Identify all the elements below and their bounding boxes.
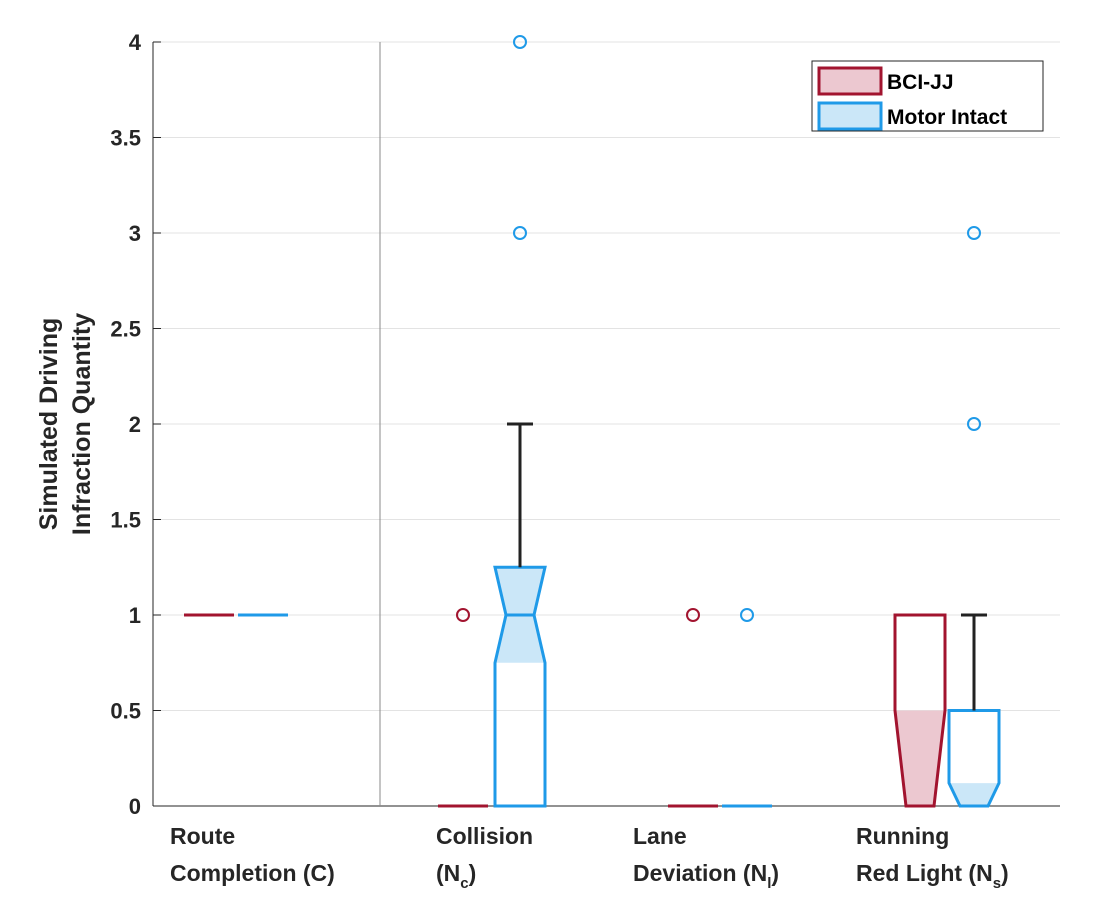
category-label-line2: Completion (C) bbox=[170, 860, 335, 886]
grid-layer bbox=[153, 41, 1060, 711]
y-tick-label: 3 bbox=[129, 221, 141, 246]
legend-entry-label: Motor Intact bbox=[887, 106, 1007, 129]
box-layer bbox=[184, 35, 1001, 808]
box-bci-jj-1 bbox=[438, 608, 488, 808]
label-layer: 0 0.5 1 1.5 2 2.5 3 3.5 4 Simulated Driving Infrac… bbox=[35, 30, 1009, 892]
outlier-point bbox=[740, 608, 754, 622]
box-motor-intact-1 bbox=[493, 35, 547, 808]
box-notch-fill bbox=[895, 710, 945, 806]
category-label-line1: Collision bbox=[436, 823, 533, 849]
category-label-line2: Deviation (Nl) bbox=[633, 860, 779, 892]
y-tick-label: 1 bbox=[129, 603, 141, 628]
y-tick-label: 4 bbox=[129, 30, 142, 55]
category-label-line2: (Nc) bbox=[436, 860, 476, 892]
outlier-point bbox=[686, 608, 700, 622]
box-outline bbox=[493, 565, 547, 808]
box-motor-intact-3 bbox=[947, 226, 1001, 808]
category-label-line1: Running bbox=[856, 823, 949, 849]
outlier-point bbox=[967, 417, 981, 431]
y-axis-label-line: Simulated Driving bbox=[35, 318, 63, 531]
category-label-line1: Route bbox=[170, 823, 235, 849]
y-tick-label: 2 bbox=[129, 412, 141, 437]
box-bci-jj-2 bbox=[668, 608, 718, 808]
y-axis-label: Simulated Driving Infraction Quantity bbox=[35, 313, 96, 535]
box-bci-jj-3 bbox=[893, 613, 947, 808]
box-motor-intact-2 bbox=[722, 608, 772, 808]
box-notch-fill bbox=[949, 783, 999, 806]
legend-swatch bbox=[817, 101, 883, 131]
outlier-point bbox=[513, 226, 527, 240]
y-tick-label: 0.5 bbox=[110, 699, 141, 724]
legend-entry-label: BCI-JJ bbox=[887, 71, 954, 94]
y-tick-label: 3.5 bbox=[110, 126, 141, 151]
y-tick-label: 2.5 bbox=[110, 317, 141, 342]
legend-swatch bbox=[817, 66, 883, 96]
legend: BCI-JJ Motor Intact bbox=[811, 60, 1044, 132]
outlier-point bbox=[513, 35, 527, 49]
y-axis-label-line: Infraction Quantity bbox=[68, 313, 96, 535]
y-tick-label: 1.5 bbox=[110, 508, 141, 533]
category-label-line2: Red Light (Ns) bbox=[856, 860, 1009, 892]
outlier-point bbox=[967, 226, 981, 240]
outlier-point bbox=[456, 608, 470, 622]
y-tick-label: 0 bbox=[129, 794, 141, 819]
category-label-line1: Lane bbox=[633, 823, 687, 849]
